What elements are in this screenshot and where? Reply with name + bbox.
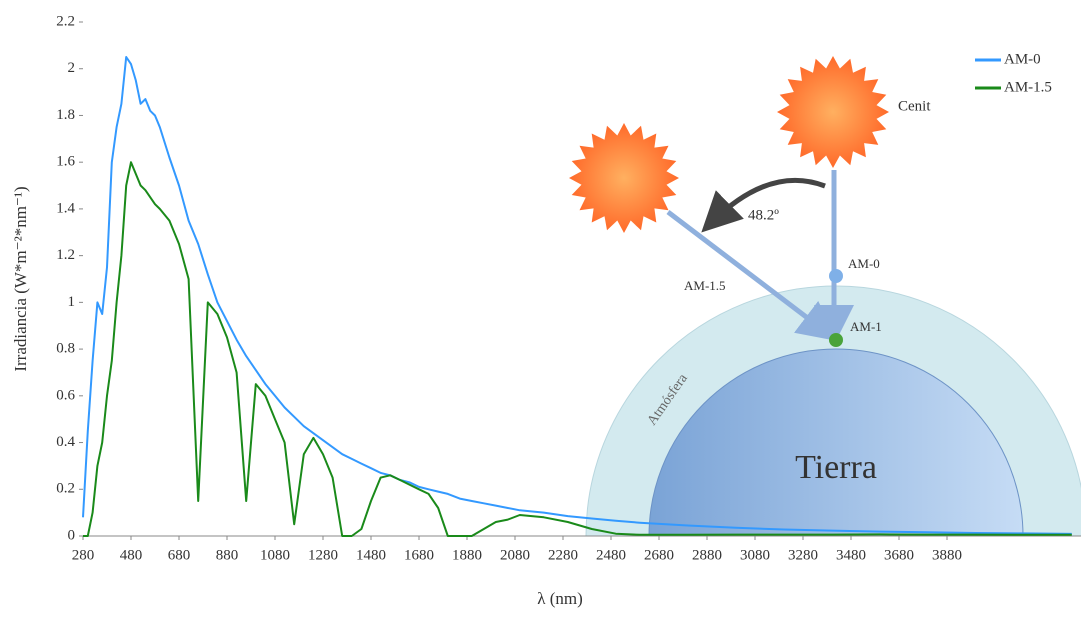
x-tick-label: 2080 (500, 547, 530, 563)
x-tick-label: 2480 (596, 547, 626, 563)
y-tick-label: 0.2 (56, 481, 75, 497)
annotation: Cenit (898, 98, 931, 114)
am1-point (829, 333, 843, 347)
y-tick-label: 0.6 (56, 387, 75, 403)
x-tick-label: 1280 (308, 547, 338, 563)
am0-point (829, 269, 843, 283)
x-tick-label: 3080 (740, 547, 770, 563)
y-tick-label: 0.4 (56, 434, 75, 450)
y-axis-label: Irradiancia (W*m⁻²*nm⁻¹) (11, 186, 30, 371)
annotation: 48.2º (748, 207, 779, 223)
y-tick-label: 1.8 (56, 107, 75, 123)
y-tick-label: 0.8 (56, 341, 75, 357)
diagram: Cenit 48.2º AM-0 AM-1.5 AM-1 Atmósfera T… (569, 56, 1081, 536)
x-tick-label: 3480 (836, 547, 866, 563)
x-tick-label: 480 (120, 547, 143, 563)
sun (569, 123, 679, 233)
x-tick-label: 1080 (260, 547, 290, 563)
y-tick-label: 0 (68, 527, 76, 543)
x-tick-label: 2880 (692, 547, 722, 563)
x-tick-label: 3880 (932, 547, 962, 563)
x-tick-label: 1680 (404, 547, 434, 563)
x-tick-label: 280 (72, 547, 95, 563)
annotation: AM-1 (850, 319, 882, 334)
y-tick-label: 1.4 (56, 200, 75, 216)
annotation: AM-1.5 (684, 278, 726, 293)
x-tick-label: 1480 (356, 547, 386, 563)
sun (777, 56, 889, 168)
annotation: AM-0 (848, 256, 880, 271)
y-tick-label: 2.2 (56, 13, 75, 29)
x-tick-label: 2680 (644, 547, 674, 563)
x-tick-label: 3280 (788, 547, 818, 563)
legend-label: AM-0 (1004, 51, 1041, 67)
x-tick-label: 680 (168, 547, 191, 563)
y-tick-label: 1.6 (56, 154, 75, 170)
y-tick-label: 2 (68, 60, 76, 76)
y-tick-label: 1 (68, 294, 76, 310)
x-tick-label: 3680 (884, 547, 914, 563)
x-tick-label: 880 (216, 547, 239, 563)
legend-label: AM-1.5 (1004, 79, 1052, 95)
annotation: Tierra (795, 449, 877, 486)
chart: Cenit 48.2º AM-0 AM-1.5 AM-1 Atmósfera T… (0, 0, 1081, 612)
x-axis-label: λ (nm) (537, 589, 583, 608)
x-tick-label: 2280 (548, 547, 578, 563)
x-tick-label: 1880 (452, 547, 482, 563)
y-tick-label: 1.2 (56, 247, 75, 263)
